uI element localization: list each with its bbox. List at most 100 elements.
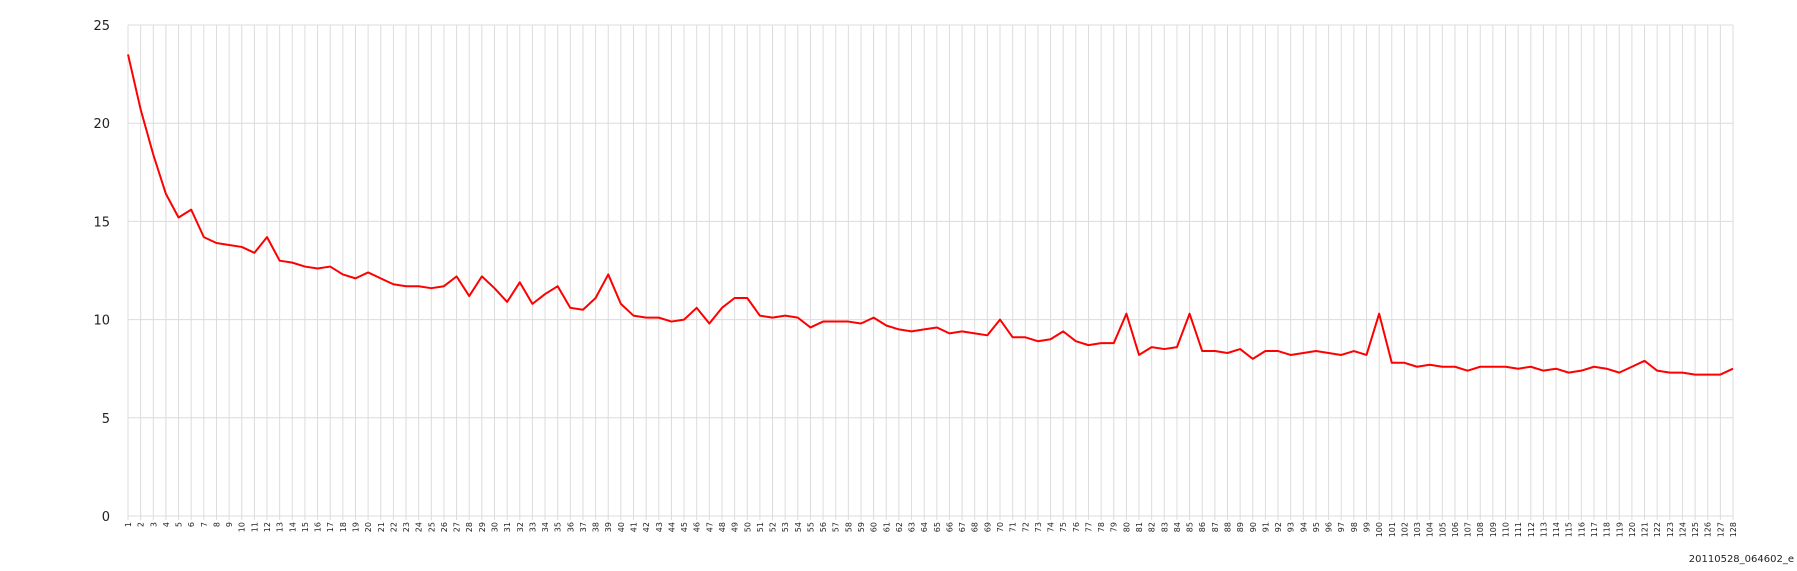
x-tick-label: 11 [250, 522, 259, 532]
x-tick-label: 52 [769, 522, 778, 532]
x-tick-label: 66 [945, 522, 954, 532]
x-tick-label: 101 [1388, 522, 1397, 537]
x-tick-label: 67 [958, 522, 967, 532]
x-tick-label: 104 [1426, 522, 1435, 537]
x-tick-label: 5 [175, 522, 184, 527]
x-tick-label: 63 [908, 522, 917, 532]
x-tick-label: 41 [630, 522, 639, 532]
x-tick-label: 36 [566, 522, 575, 532]
x-tick-label: 17 [326, 522, 335, 532]
x-tick-label: 42 [642, 522, 651, 532]
x-tick-label: 31 [503, 522, 512, 532]
x-tick-label: 102 [1400, 522, 1409, 537]
x-tick-label: 70 [996, 522, 1005, 532]
x-tick-label: 1 [124, 522, 133, 527]
x-tick-label: 8 [212, 522, 221, 527]
x-tick-label: 2 [137, 522, 146, 527]
x-tick-label: 117 [1590, 522, 1599, 537]
x-tick-label: 58 [844, 522, 853, 532]
y-tick-label: 0 [102, 510, 110, 525]
x-tick-label: 90 [1249, 522, 1258, 532]
x-tick-label: 29 [478, 522, 487, 532]
x-tick-label: 47 [705, 522, 714, 532]
x-tick-label: 72 [1021, 522, 1030, 532]
x-tick-label: 35 [554, 522, 563, 532]
x-tick-label: 30 [490, 522, 499, 532]
x-tick-label: 128 [1729, 522, 1738, 537]
x-tick-label: 120 [1628, 522, 1637, 537]
x-tick-label: 23 [402, 522, 411, 532]
x-tick-label: 122 [1653, 522, 1662, 537]
x-tick-label: 24 [415, 522, 424, 532]
x-tick-label: 80 [1122, 522, 1131, 532]
x-tick-label: 91 [1261, 522, 1270, 532]
x-tick-label: 43 [655, 522, 664, 532]
x-tick-label: 124 [1678, 522, 1687, 537]
x-tick-label: 69 [983, 522, 992, 532]
x-tick-label: 78 [1097, 522, 1106, 532]
x-tick-label: 61 [882, 522, 891, 532]
x-tick-label: 16 [314, 522, 323, 532]
x-tick-label: 62 [895, 522, 904, 532]
x-tick-label: 111 [1514, 522, 1523, 537]
x-tick-label: 4 [162, 522, 171, 527]
x-tick-label: 81 [1135, 522, 1144, 532]
x-tick-label: 7 [200, 522, 209, 527]
x-tick-label: 79 [1110, 522, 1119, 532]
x-tick-label: 44 [667, 522, 676, 532]
x-tick-label: 50 [743, 522, 752, 532]
x-tick-label: 28 [465, 522, 474, 532]
x-tick-label: 60 [870, 522, 879, 532]
x-tick-label: 87 [1211, 522, 1220, 532]
x-tick-label: 71 [1009, 522, 1018, 532]
x-tick-label: 38 [592, 522, 601, 532]
footer: 20110528_064602_e [1689, 554, 1794, 565]
x-tick-label: 6 [187, 522, 196, 527]
x-tick-label: 18 [339, 522, 348, 532]
x-tick-label: 98 [1350, 522, 1359, 532]
x-tick-label: 33 [528, 522, 537, 532]
x-tick-label: 112 [1527, 522, 1536, 537]
x-tick-label: 100 [1375, 522, 1384, 537]
x-tick-label: 14 [288, 522, 297, 532]
x-tick-label: 114 [1552, 522, 1561, 537]
x-tick-label: 3 [149, 522, 158, 527]
y-tick-label: 10 [93, 314, 110, 329]
x-tick-label: 119 [1615, 522, 1624, 537]
x-tick-label: 84 [1173, 522, 1182, 532]
x-tick-label: 75 [1059, 522, 1068, 532]
x-tick-label: 53 [781, 522, 790, 532]
x-tick-label: 57 [832, 522, 841, 532]
x-tick-label: 82 [1148, 522, 1157, 532]
x-tick-label: 46 [693, 522, 702, 532]
x-tick-label: 88 [1223, 522, 1232, 532]
x-tick-label: 121 [1641, 522, 1650, 537]
x-tick-label: 108 [1476, 522, 1485, 537]
x-tick-label: 54 [794, 522, 803, 532]
x-tick-label: 118 [1603, 522, 1612, 537]
x-tick-label: 32 [516, 522, 525, 532]
x-tick-label: 45 [680, 522, 689, 532]
x-tick-label: 105 [1438, 522, 1447, 537]
x-tick-label: 13 [276, 522, 285, 532]
y-tick-label: 25 [93, 19, 110, 34]
x-tick-label: 115 [1565, 522, 1574, 537]
x-tick-label: 48 [718, 522, 727, 532]
x-tick-label: 51 [756, 522, 765, 532]
x-tick-label: 116 [1577, 522, 1586, 537]
x-tick-label: 83 [1160, 522, 1169, 532]
y-tick-label: 15 [93, 215, 110, 230]
x-tick-label: 64 [920, 522, 929, 532]
x-tick-label: 127 [1716, 522, 1725, 537]
x-tick-label: 77 [1084, 522, 1093, 532]
x-tick-label: 15 [301, 522, 310, 532]
x-tick-label: 22 [389, 522, 398, 532]
x-tick-label: 103 [1413, 522, 1422, 537]
x-tick-label: 59 [857, 522, 866, 532]
x-tick-label: 37 [579, 522, 588, 532]
x-tick-label: 12 [263, 522, 272, 532]
x-tick-label: 97 [1337, 522, 1346, 532]
x-tick-label: 95 [1312, 522, 1321, 532]
x-tick-label: 19 [351, 522, 360, 532]
